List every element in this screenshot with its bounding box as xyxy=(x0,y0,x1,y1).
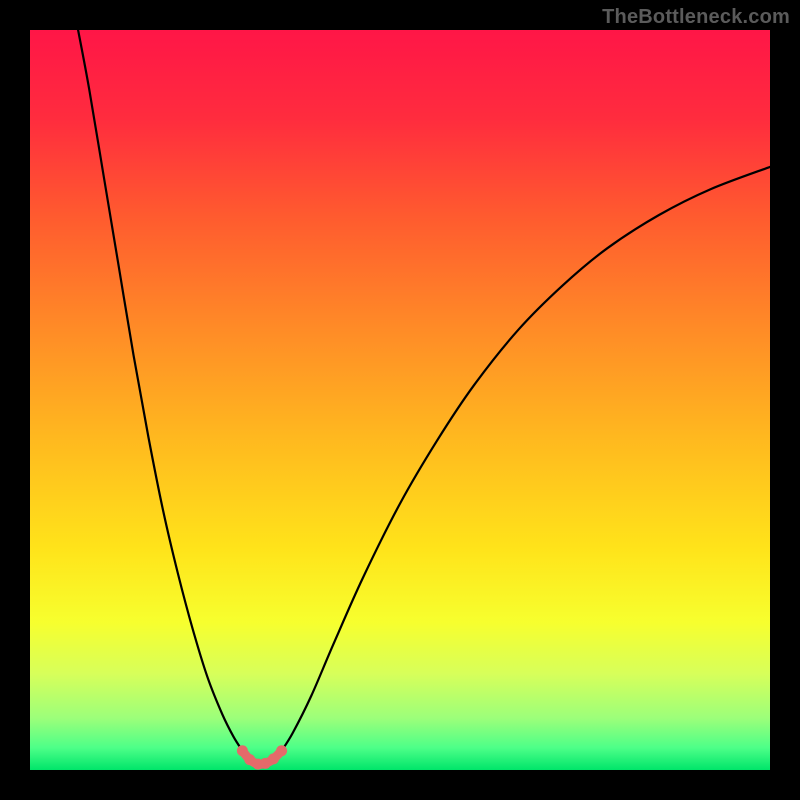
trough-marker xyxy=(276,745,287,756)
trough-marker xyxy=(268,753,279,764)
plot-area xyxy=(30,30,770,770)
trough-marker xyxy=(237,745,248,756)
watermark-text: TheBottleneck.com xyxy=(602,6,790,29)
plot-svg xyxy=(30,30,770,770)
chart-frame: TheBottleneck.com xyxy=(0,0,800,800)
